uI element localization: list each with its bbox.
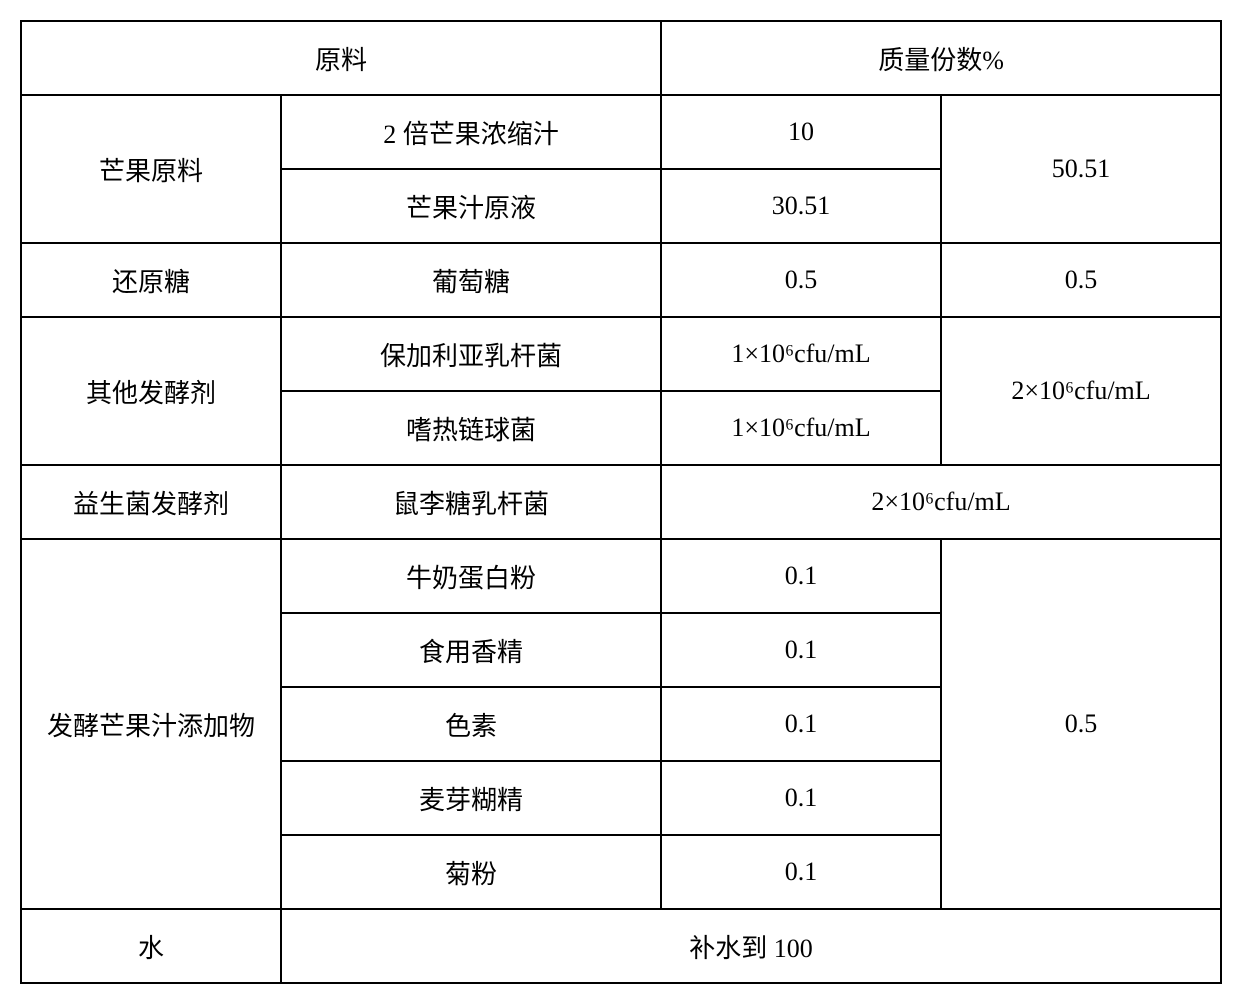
category-cell: 水 [21, 909, 281, 983]
table-row: 芒果原料 2 倍芒果浓缩汁 10 50.51 [21, 95, 1221, 169]
item-value-cell: 1×10⁶cfu/mL [661, 391, 941, 465]
category-cell: 芒果原料 [21, 95, 281, 243]
item-value-cell: 0.1 [661, 761, 941, 835]
table-row: 还原糖 葡萄糖 0.5 0.5 [21, 243, 1221, 317]
item-value-cell: 0.5 [661, 243, 941, 317]
full-value-cell: 补水到 100 [281, 909, 1221, 983]
category-cell: 益生菌发酵剂 [21, 465, 281, 539]
item-value-cell: 0.1 [661, 835, 941, 909]
subtotal-cell: 2×10⁶cfu/mL [941, 317, 1221, 465]
item-name-cell: 保加利亚乳杆菌 [281, 317, 661, 391]
header-raw-material: 原料 [21, 21, 661, 95]
category-cell: 发酵芒果汁添加物 [21, 539, 281, 909]
subtotal-cell: 50.51 [941, 95, 1221, 243]
item-name-cell: 芒果汁原液 [281, 169, 661, 243]
item-name-cell: 葡萄糖 [281, 243, 661, 317]
table-row: 益生菌发酵剂 鼠李糖乳杆菌 2×10⁶cfu/mL [21, 465, 1221, 539]
ingredients-table: 原料 质量份数% 芒果原料 2 倍芒果浓缩汁 10 50.51 芒果汁原液 30… [20, 20, 1222, 984]
item-name-cell: 菊粉 [281, 835, 661, 909]
item-value-cell: 1×10⁶cfu/mL [661, 317, 941, 391]
table-row: 水 补水到 100 [21, 909, 1221, 983]
item-name-cell: 鼠李糖乳杆菌 [281, 465, 661, 539]
item-value-cell: 2×10⁶cfu/mL [661, 465, 1221, 539]
item-name-cell: 色素 [281, 687, 661, 761]
item-value-cell: 30.51 [661, 169, 941, 243]
category-cell: 还原糖 [21, 243, 281, 317]
item-name-cell: 食用香精 [281, 613, 661, 687]
header-row: 原料 质量份数% [21, 21, 1221, 95]
subtotal-cell: 0.5 [941, 243, 1221, 317]
table-row: 发酵芒果汁添加物 牛奶蛋白粉 0.1 0.5 [21, 539, 1221, 613]
item-value-cell: 0.1 [661, 613, 941, 687]
item-name-cell: 嗜热链球菌 [281, 391, 661, 465]
header-mass-fraction: 质量份数% [661, 21, 1221, 95]
subtotal-cell: 0.5 [941, 539, 1221, 909]
item-value-cell: 0.1 [661, 687, 941, 761]
table-row: 其他发酵剂 保加利亚乳杆菌 1×10⁶cfu/mL 2×10⁶cfu/mL [21, 317, 1221, 391]
item-name-cell: 牛奶蛋白粉 [281, 539, 661, 613]
item-name-cell: 2 倍芒果浓缩汁 [281, 95, 661, 169]
category-cell: 其他发酵剂 [21, 317, 281, 465]
item-name-cell: 麦芽糊精 [281, 761, 661, 835]
item-value-cell: 0.1 [661, 539, 941, 613]
item-value-cell: 10 [661, 95, 941, 169]
